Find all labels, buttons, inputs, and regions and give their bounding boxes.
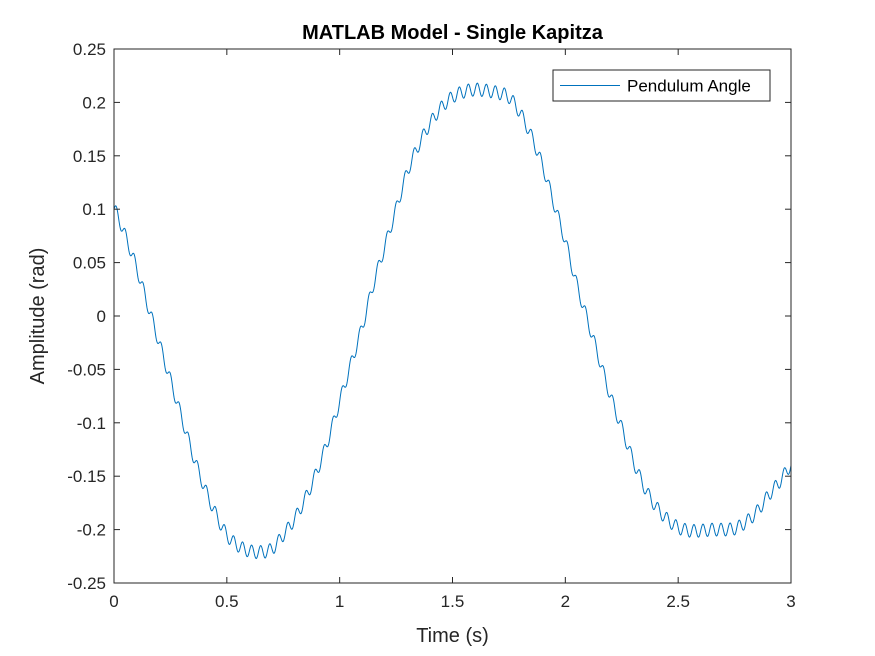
x-tick-label: 2 [561, 592, 570, 611]
y-tick-label: 0.05 [73, 254, 106, 273]
y-tick-label: -0.1 [77, 414, 106, 433]
x-tick-label: 0.5 [215, 592, 239, 611]
x-ticks: 0 0.5 1 1.5 2 2.5 3 [109, 49, 796, 611]
y-tick-label: 0.15 [73, 147, 106, 166]
axes-background [114, 49, 791, 583]
y-axis-label: Amplitude (rad) [27, 248, 49, 385]
y-tick-label: 0.25 [73, 40, 106, 59]
y-ticks: -0.25 -0.2 -0.15 -0.1 -0.05 0 0.05 0.1 0.15 0.2 0.… [67, 40, 791, 593]
x-axis-label: Time (s) [416, 625, 489, 647]
legend: Pendulum Angle [552, 69, 771, 102]
y-tick-label: -0.15 [67, 467, 106, 486]
x-tick-label: 0 [109, 592, 118, 611]
legend-series-name: Pendulum Angle [627, 77, 751, 96]
y-tick-label: 0.1 [82, 200, 106, 219]
y-tick-label: -0.05 [67, 360, 106, 379]
series-layer [113, 82, 792, 560]
x-tick-label: 3 [786, 592, 795, 611]
x-tick-label: 1 [335, 592, 344, 611]
series-line-pendulum-angle [113, 82, 792, 560]
x-tick-label: 1.5 [441, 592, 465, 611]
y-tick-label: -0.25 [67, 574, 106, 593]
x-tick-label: 2.5 [666, 592, 690, 611]
y-tick-label: 0.2 [82, 93, 106, 112]
chart-title: MATLAB Model - Single Kapitza [302, 22, 604, 44]
y-tick-label: 0 [97, 307, 106, 326]
y-tick-label: -0.2 [77, 521, 106, 540]
